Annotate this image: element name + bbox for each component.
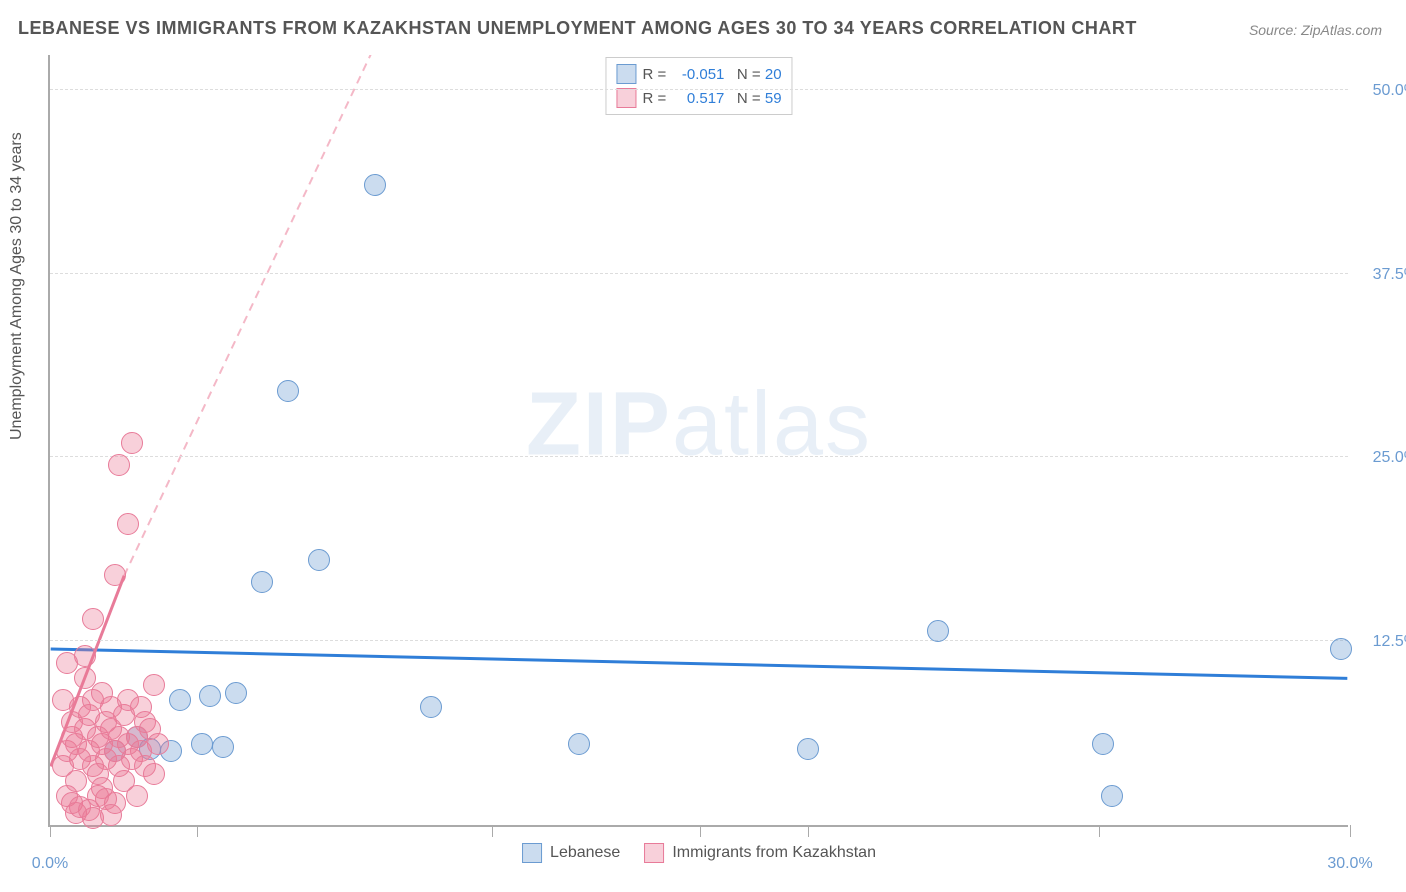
legend-swatch: [644, 843, 664, 863]
data-point: [191, 733, 213, 755]
legend-correlation-text: R = 0.517 N = 59: [642, 90, 781, 107]
data-point: [104, 564, 126, 586]
data-point: [1101, 785, 1123, 807]
data-point: [56, 652, 78, 674]
legend-series-label: Immigrants from Kazakhstan: [672, 844, 876, 862]
y-tick-label: 37.5%: [1358, 266, 1406, 284]
data-point: [121, 432, 143, 454]
gridline-h: [50, 89, 1348, 90]
data-point: [797, 738, 819, 760]
data-point: [117, 513, 139, 535]
x-tick: [808, 825, 809, 837]
data-point: [212, 736, 234, 758]
legend-correlation-row: R = -0.051 N = 20: [616, 62, 781, 86]
gridline-h: [50, 640, 1348, 641]
x-tick-label: 0.0%: [32, 855, 68, 873]
x-tick: [492, 825, 493, 837]
data-point: [568, 733, 590, 755]
legend-swatch: [522, 843, 542, 863]
data-point: [927, 620, 949, 642]
y-axis-label: Unemployment Among Ages 30 to 34 years: [8, 132, 26, 440]
data-point: [143, 763, 165, 785]
legend-series: Lebanese Immigrants from Kazakhstan: [522, 843, 876, 863]
data-point: [277, 380, 299, 402]
x-tick: [50, 825, 51, 837]
data-point: [1330, 638, 1352, 660]
data-point: [126, 785, 148, 807]
x-tick: [1350, 825, 1351, 837]
data-point: [52, 689, 74, 711]
legend-series-label: Lebanese: [550, 844, 620, 862]
legend-swatch: [616, 64, 636, 84]
data-point: [147, 733, 169, 755]
legend-swatch: [616, 88, 636, 108]
data-point: [1092, 733, 1114, 755]
chart-area: ZIPatlas R = -0.051 N = 20 R = 0.517 N = …: [48, 55, 1348, 827]
x-tick: [1099, 825, 1100, 837]
legend-series-item: Lebanese: [522, 843, 620, 863]
x-tick-label: 30.0%: [1327, 855, 1372, 873]
data-point: [100, 804, 122, 826]
gridline-h: [50, 456, 1348, 457]
data-point: [82, 608, 104, 630]
gridline-h: [50, 273, 1348, 274]
source-label: Source: ZipAtlas.com: [1249, 22, 1382, 38]
data-point: [108, 454, 130, 476]
watermark-light: atlas: [672, 374, 872, 474]
watermark: ZIPatlas: [526, 373, 872, 476]
legend-correlation-text: R = -0.051 N = 20: [642, 66, 781, 83]
data-point: [169, 689, 191, 711]
watermark-bold: ZIP: [526, 374, 672, 474]
data-point: [225, 682, 247, 704]
chart-title: LEBANESE VS IMMIGRANTS FROM KAZAKHSTAN U…: [18, 18, 1137, 39]
y-tick-label: 25.0%: [1358, 449, 1406, 467]
y-tick-label: 50.0%: [1358, 82, 1406, 100]
data-point: [364, 174, 386, 196]
data-point: [199, 685, 221, 707]
x-tick: [197, 825, 198, 837]
data-point: [143, 674, 165, 696]
legend-correlation: R = -0.051 N = 20 R = 0.517 N = 59: [605, 57, 792, 115]
data-point: [251, 571, 273, 593]
data-point: [308, 549, 330, 571]
data-point: [420, 696, 442, 718]
y-tick-label: 12.5%: [1358, 633, 1406, 651]
x-tick: [700, 825, 701, 837]
chart-svg: [50, 55, 1348, 825]
legend-series-item: Immigrants from Kazakhstan: [644, 843, 876, 863]
